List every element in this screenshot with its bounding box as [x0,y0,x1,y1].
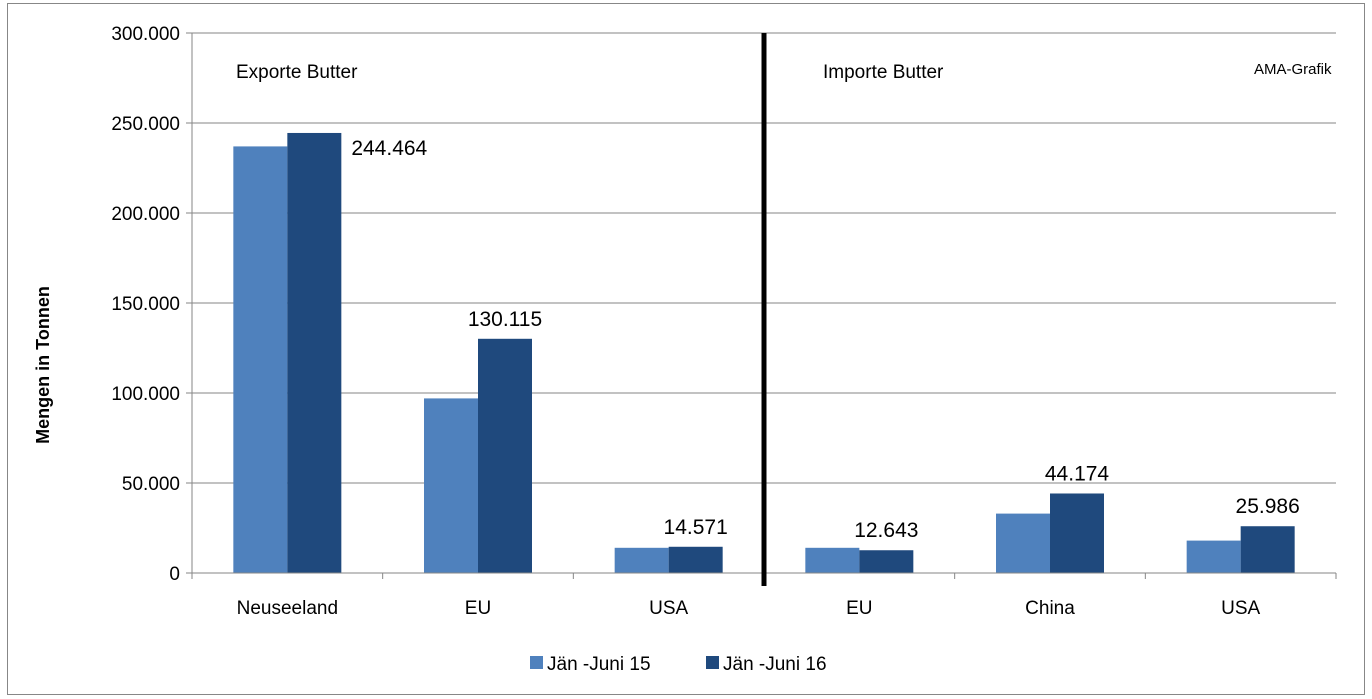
legend: Jän -Juni 15 Jän -Juni 16 [530,654,827,675]
y-tick-label: 150.000 [111,294,180,315]
bar-series1 [233,146,288,573]
bar-series1 [1186,540,1241,573]
data-labels: 244.464 130.115 14.571 12.643 44.174 25.986 [351,137,1299,542]
legend-swatch [530,656,543,669]
legend-label: Jän -Juni 15 [547,654,651,675]
bar-series1 [424,398,478,573]
y-tick-labels: 0 50.000 100.000 150.000 200.000 250.000 300.0… [111,24,180,585]
panel-label: Importe Butter [823,62,944,83]
category-label: EU [846,598,872,619]
legend-swatch [706,656,719,669]
bar-series2 [1240,526,1295,573]
data-label: 244.464 [351,137,427,160]
bar-series1 [614,547,669,573]
axes [191,33,1337,586]
category-label: Neuseeland [237,598,338,619]
category-label: USA [1221,598,1260,619]
data-label: 130.115 [468,308,542,331]
panel-label: Exporte Butter [236,62,358,83]
annotation-ama-grafik: AMA-Grafik [1254,61,1332,78]
category-label: USA [649,598,688,619]
bar-series2 [287,132,342,574]
bar-series2 [478,338,532,573]
bars [233,132,1295,574]
legend-label: Jän -Juni 16 [723,654,827,675]
y-tick-label: 0 [169,564,180,585]
y-tick-label: 100.000 [111,384,180,405]
data-label: 14.571 [664,516,728,539]
category-label: EU [465,598,491,619]
bar-series2 [668,546,723,573]
y-axis-label: Mengen in Tonnen [33,286,53,444]
y-tick-label: 50.000 [122,474,180,495]
category-label: China [1025,598,1075,619]
y-tick-label: 300.000 [111,24,180,45]
bar-series1 [805,547,860,573]
data-label: 25.986 [1236,495,1300,518]
y-tick-label: 250.000 [111,114,180,135]
y-tick-label: 200.000 [111,204,180,225]
bar-series2 [859,550,914,573]
gridlines [186,32,1336,574]
data-label: 12.643 [854,519,918,542]
bar-series1 [996,513,1050,573]
bar-series2 [1050,493,1104,573]
panel-labels: Exporte Butter Importe Butter [236,62,944,83]
category-labels: Neuseeland EU USA EU China USA [237,598,1261,619]
data-label: 44.174 [1045,462,1110,485]
